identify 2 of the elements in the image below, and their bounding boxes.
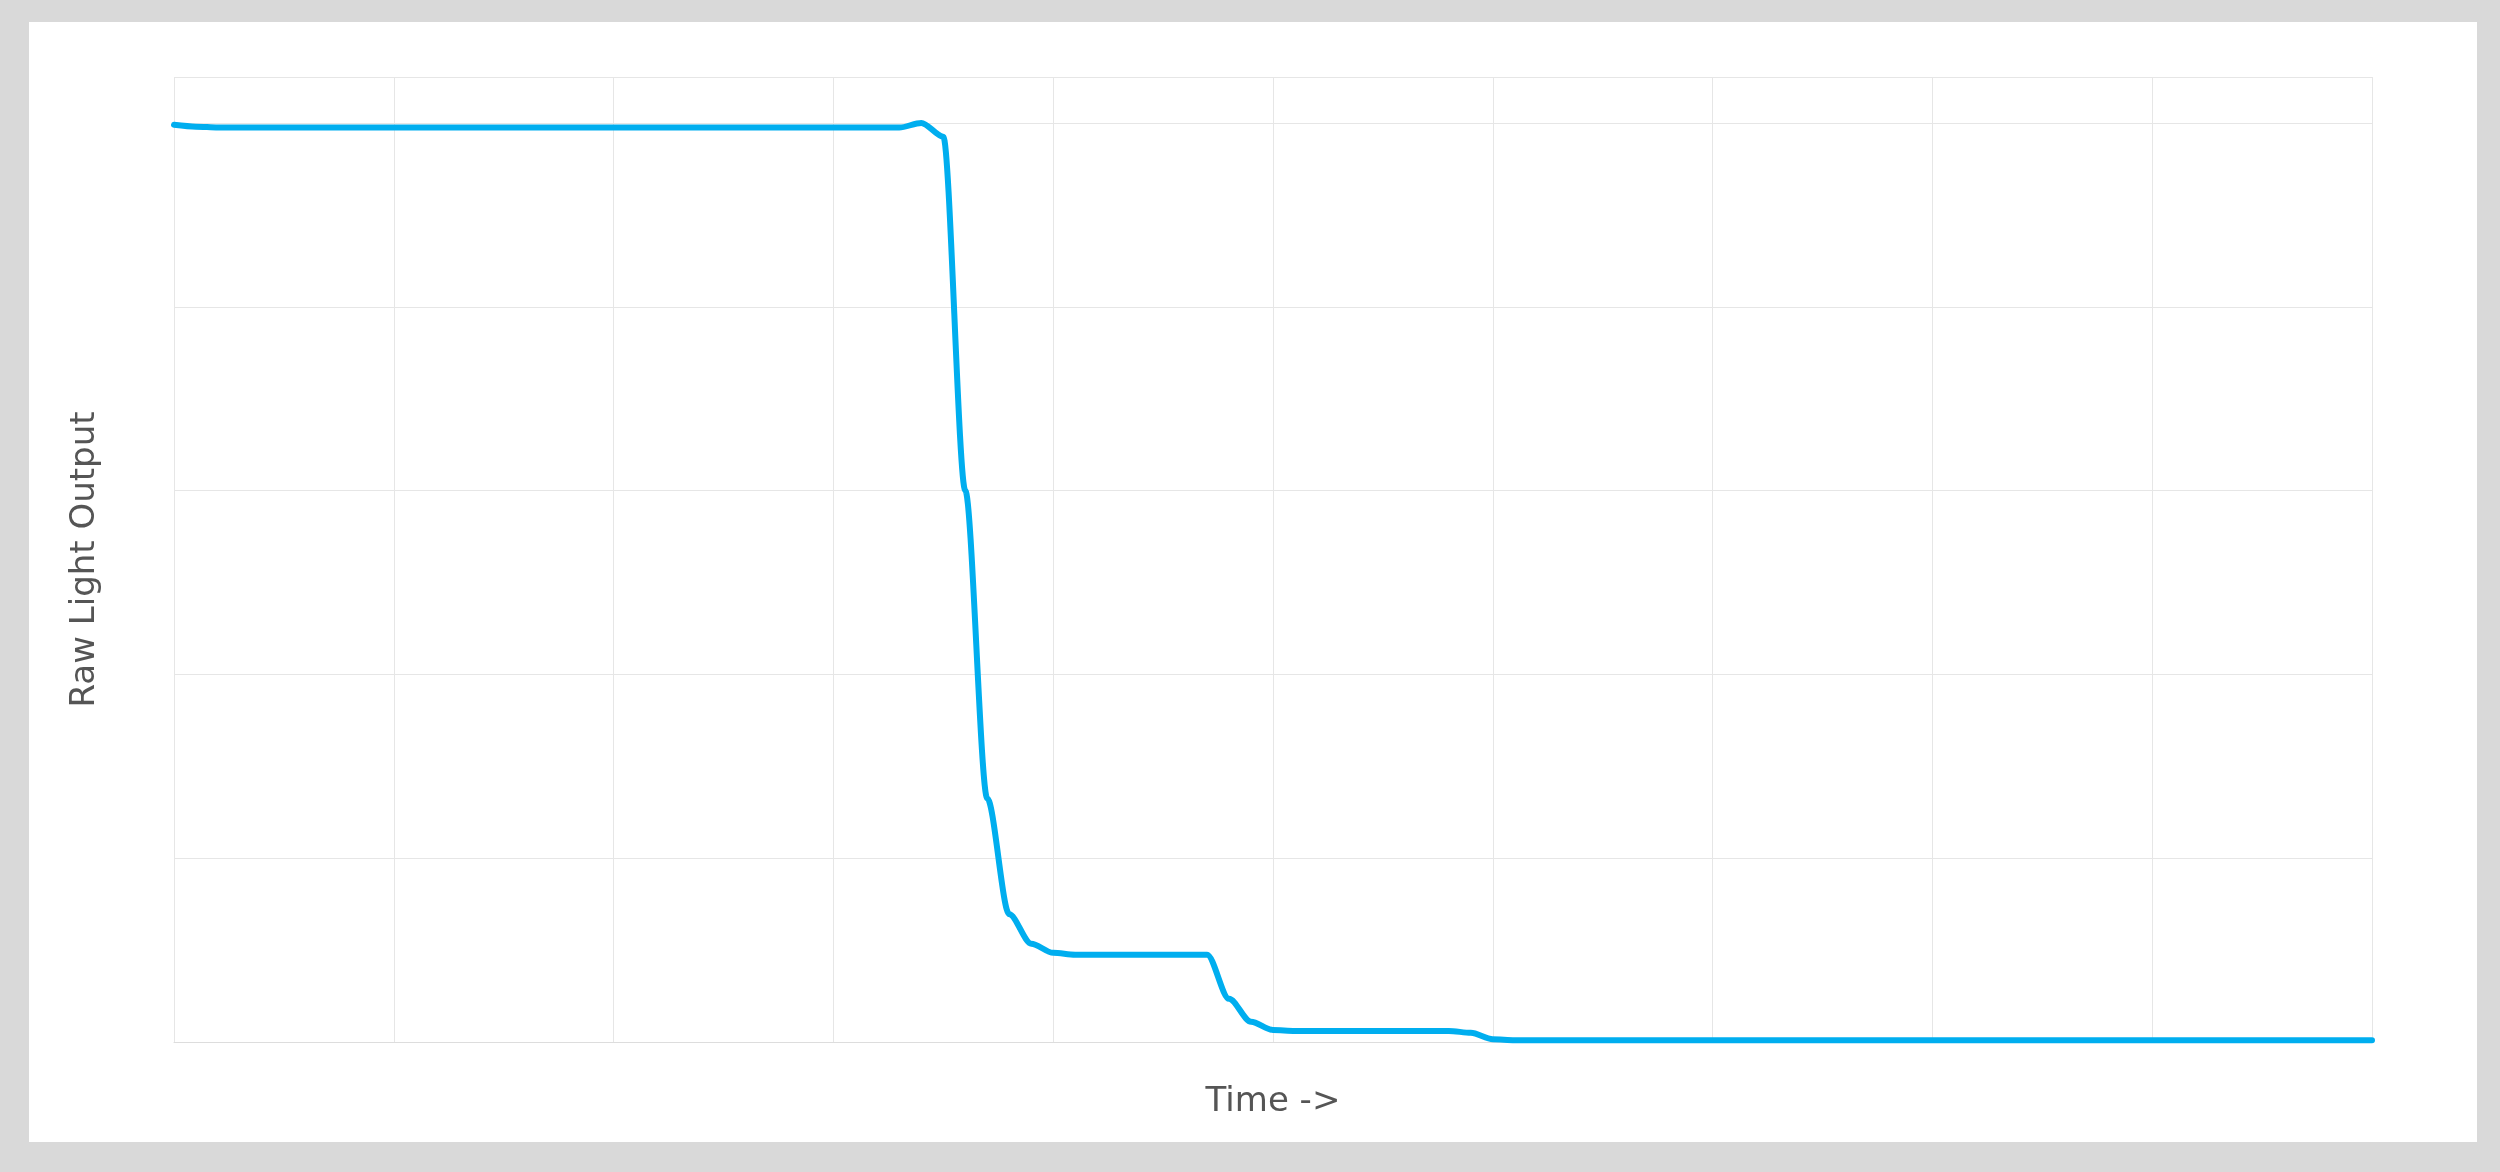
y-axis-title: Raw Light Output xyxy=(62,411,102,708)
x-axis-title: Time -> xyxy=(1204,1079,1341,1119)
